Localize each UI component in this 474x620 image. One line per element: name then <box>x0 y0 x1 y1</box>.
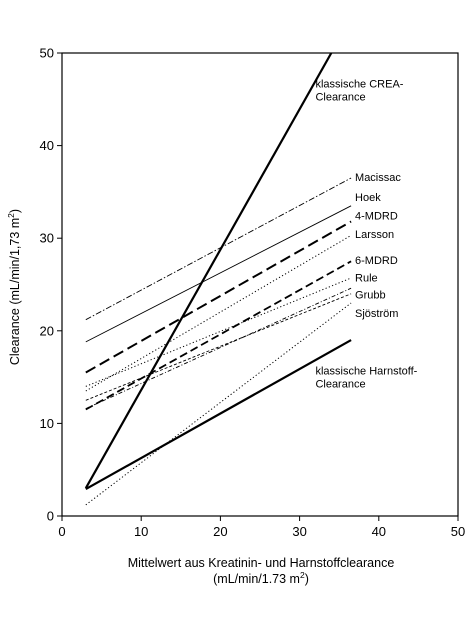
y-tick-label: 50 <box>40 46 54 61</box>
series-label-line: 4-MDRD <box>355 211 398 223</box>
series-label-3: 4-MDRD <box>355 211 398 223</box>
series-line-4 <box>85 234 352 392</box>
y-axis-title-text: Clearance (mL/min/1,73 m <box>8 218 22 365</box>
x-tick-label: 20 <box>213 524 227 539</box>
series-label-0: klassische CREA-Clearance <box>315 78 403 103</box>
y-tick-label: 0 <box>47 509 54 524</box>
series-label-line: klassische Harnstoff- <box>315 365 417 377</box>
series-line-8 <box>85 293 352 401</box>
y-axis-title-suffix: ) <box>8 209 22 213</box>
series-label-line: klassische CREA- <box>315 78 403 90</box>
series-label-line: Larsson <box>355 229 394 241</box>
x-axis-title: Mittelwert aus Kreatinin- und Harnstoffc… <box>128 556 395 570</box>
series-line-3 <box>85 220 352 374</box>
y-axis-title: Clearance (mL/min/1,73 m2) <box>6 209 22 365</box>
plot-frame <box>61 52 459 517</box>
x-axis-unit-text: (mL/min/1.73 m <box>213 572 300 586</box>
series-line-2 <box>85 205 352 343</box>
series-label-line: Hoek <box>355 192 381 204</box>
series-label-line: 6-MDRD <box>355 255 398 267</box>
axes: 0 10 20 30 40 50 0 10 20 30 40 50 <box>40 46 466 540</box>
y-tick-label: 20 <box>40 323 54 338</box>
series-line-7 <box>85 287 352 410</box>
series-label-9: klassische Harnstoff-Clearance <box>315 365 417 390</box>
series-label-line: Clearance <box>315 91 365 103</box>
series-annotations: klassische CREA-ClearanceMacissacHoek4-M… <box>315 78 417 390</box>
series-line-0 <box>84 53 333 489</box>
series-line-1 <box>85 177 352 321</box>
series-label-line: Sjöström <box>355 308 398 320</box>
y-tick-label: 10 <box>40 416 54 431</box>
x-axis-unit-suffix: ) <box>305 572 309 586</box>
series-label-6: Rule <box>355 273 378 285</box>
series-line-6 <box>85 277 352 387</box>
x-axis-unit-sup: 2 <box>300 570 305 580</box>
series-label-4: Larsson <box>355 229 394 241</box>
x-tick-label: 10 <box>134 524 148 539</box>
plot-area <box>61 52 459 517</box>
series-line-5 <box>85 260 352 411</box>
series-label-line: Grubb <box>355 289 386 301</box>
series-label-7: Grubb <box>355 289 386 301</box>
y-axis-title-sup: 2 <box>6 213 16 218</box>
y-tick-label: 30 <box>40 231 54 246</box>
series-label-8: Sjöström <box>355 308 398 320</box>
series-label-2: Hoek <box>355 192 381 204</box>
y-tick-label: 40 <box>40 138 54 153</box>
series-line-9 <box>85 339 352 491</box>
series-label-line: Macissac <box>355 172 401 184</box>
series-label-line: Clearance <box>315 378 365 390</box>
series-label-5: 6-MDRD <box>355 255 398 267</box>
series-label-1: Macissac <box>355 172 401 184</box>
series-label-line: Rule <box>355 273 378 285</box>
x-tick-label: 50 <box>451 524 465 539</box>
series-lines <box>84 53 352 506</box>
x-tick-label: 0 <box>58 524 65 539</box>
x-tick-label: 40 <box>372 524 386 539</box>
x-tick-label: 30 <box>292 524 306 539</box>
x-axis-unit: (mL/min/1.73 m2) <box>213 570 309 586</box>
series-line-10 <box>85 302 352 506</box>
